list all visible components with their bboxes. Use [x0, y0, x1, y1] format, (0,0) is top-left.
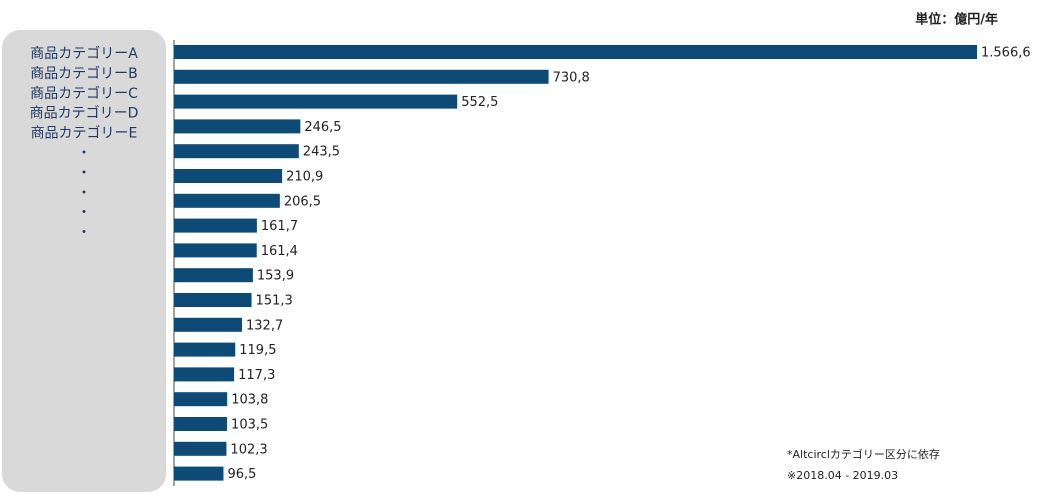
- value-label: 552,5: [461, 95, 498, 110]
- bar: [174, 45, 977, 59]
- category-label: ・: [77, 225, 91, 241]
- bar: [174, 293, 252, 307]
- value-label: 151,3: [256, 294, 293, 309]
- bar: [174, 218, 257, 233]
- bar: [174, 169, 283, 183]
- note: ※2018.04 - 2019.03: [787, 469, 898, 482]
- bar: [174, 119, 301, 134]
- category-label: ・: [77, 146, 91, 162]
- bar: [174, 417, 228, 431]
- category-label: ・: [77, 165, 91, 181]
- bar: [174, 268, 253, 283]
- note: *Altcirclカテゴリー区分に依存: [787, 447, 940, 461]
- value-label: 103,5: [231, 418, 268, 433]
- value-label: 210,9: [286, 170, 323, 185]
- value-label: 96,5: [227, 467, 256, 482]
- bar: [174, 342, 236, 357]
- label-panel: [2, 30, 166, 492]
- category-label: 商品カテゴリーD: [30, 105, 139, 122]
- bar: [174, 392, 228, 407]
- value-label: 102,3: [230, 442, 267, 457]
- value-label: 1.566,6: [981, 46, 1031, 61]
- value-label: 161,7: [261, 219, 298, 234]
- category-label: 商品カテゴリーC: [30, 85, 138, 102]
- bar: [174, 193, 280, 208]
- bar: [174, 144, 299, 159]
- value-label: 243,5: [303, 145, 340, 160]
- bar: [174, 243, 257, 258]
- value-label: 206,5: [284, 194, 321, 209]
- bar: [174, 466, 224, 481]
- bar: [174, 94, 458, 109]
- category-label: ・: [77, 205, 91, 221]
- category-label: 商品カテゴリーB: [30, 65, 138, 82]
- value-label: 730,8: [553, 70, 590, 85]
- category-label: ・: [77, 185, 91, 201]
- unit-label: 単位：億円/年: [915, 12, 998, 28]
- value-label: 119,5: [239, 343, 276, 358]
- bar: [174, 317, 243, 332]
- value-label: 117,3: [238, 368, 275, 383]
- value-label: 246,5: [304, 120, 341, 135]
- bar: [174, 441, 227, 456]
- value-label: 132,7: [246, 318, 283, 333]
- category-label: 商品カテゴリーA: [30, 45, 138, 62]
- value-label: 153,9: [257, 269, 294, 284]
- bar: [174, 367, 235, 382]
- value-label: 161,4: [261, 244, 298, 259]
- category-label: 商品カテゴリーE: [31, 125, 138, 142]
- value-label: 103,8: [231, 393, 268, 408]
- bar: [174, 69, 549, 84]
